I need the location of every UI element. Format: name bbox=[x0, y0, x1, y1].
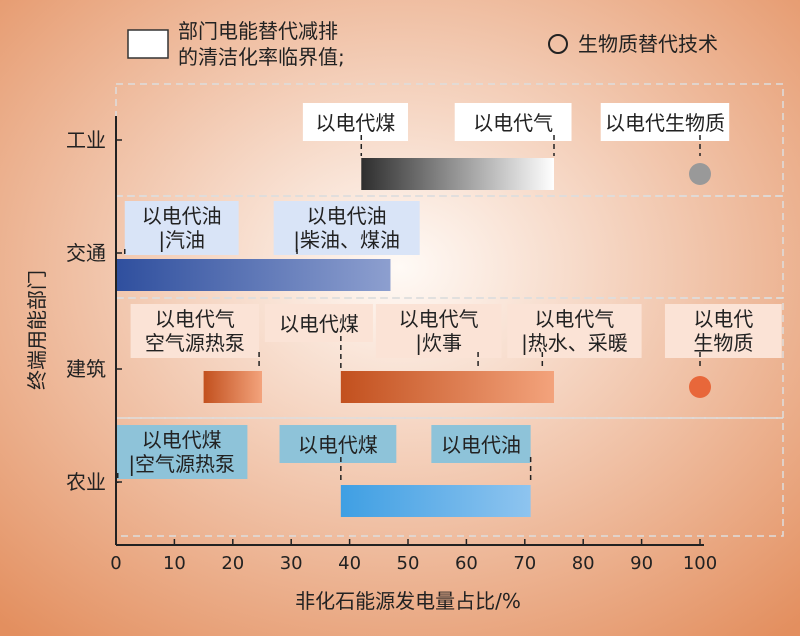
annotation-text-12-0: 以电代油 bbox=[441, 433, 521, 457]
annotation-9: 以电代生物质 bbox=[664, 304, 782, 369]
annotation-3: 以电代油|汽油 bbox=[124, 201, 239, 257]
annotation-6: 以电代煤 bbox=[264, 304, 373, 369]
legend-box-label-line2: 的清洁化率临界值; bbox=[178, 45, 345, 69]
range-bar-0 bbox=[361, 158, 554, 190]
legend-box-label-line1: 部门电能替代减排 bbox=[178, 19, 338, 43]
legend-circle-swatch bbox=[548, 34, 568, 54]
y-tick-label-3: 农业 bbox=[66, 470, 106, 494]
annotation-text-8-1: |热水、采暖 bbox=[521, 331, 628, 355]
y-axis-title: 终端用能部门 bbox=[25, 270, 49, 390]
annotation-text-10-0: 以电代煤 bbox=[142, 428, 222, 452]
annotation-text-3-1: |汽油 bbox=[158, 228, 205, 252]
legend: 部门电能替代减排 的清洁化率临界值; 生物质替代技术 bbox=[127, 19, 718, 69]
biomass-markers bbox=[689, 163, 711, 398]
annotation-text-11-0: 以电代煤 bbox=[298, 433, 378, 457]
annotation-box-4 bbox=[273, 201, 420, 255]
legend-circle-label: 生物质替代技术 bbox=[578, 32, 718, 56]
range-bars bbox=[116, 158, 554, 517]
sector-band-3 bbox=[115, 417, 784, 537]
x-tick-label-10: 100 bbox=[683, 553, 717, 574]
annotation-text-4-0: 以电代油 bbox=[307, 204, 387, 228]
range-bar-3 bbox=[340, 371, 554, 403]
x-tick-label-8: 80 bbox=[572, 553, 595, 574]
annotation-box-9 bbox=[664, 304, 782, 358]
annotation-box-10 bbox=[116, 425, 248, 479]
annotation-text-7-1: |炊事 bbox=[415, 331, 462, 355]
y-tick-label-1: 交通 bbox=[66, 241, 106, 265]
annotation-box-0 bbox=[302, 103, 408, 141]
x-tick-label-1: 10 bbox=[163, 553, 186, 574]
annotation-text-7-0: 以电代气 bbox=[399, 307, 479, 331]
legend-box-swatch bbox=[127, 29, 169, 59]
annotation-text-2-0: 以电代生物质 bbox=[605, 111, 725, 135]
x-tick-label-6: 60 bbox=[455, 553, 478, 574]
x-tick-label-2: 20 bbox=[221, 553, 244, 574]
annotation-text-4-1: |柴油、煤油 bbox=[293, 228, 400, 252]
annotation-7: 以电代气|炊事 bbox=[375, 304, 502, 369]
annotation-1: 以电代气 bbox=[454, 103, 572, 156]
annotation-text-1-0: 以电代气 bbox=[473, 111, 553, 135]
biomass-circle-1 bbox=[689, 376, 711, 398]
x-tick-label-4: 40 bbox=[338, 553, 361, 574]
annotation-text-8-0: 以电代气 bbox=[534, 307, 614, 331]
y-tick-label-2: 建筑 bbox=[66, 357, 106, 381]
x-axis-title: 非化石能源发电量占比/% bbox=[295, 589, 521, 613]
annotation-text-6-0: 以电代煤 bbox=[279, 312, 359, 336]
annotation-box-11 bbox=[279, 425, 397, 463]
annotation-text-9-0: 以电代 bbox=[693, 307, 753, 331]
x-tick-label-3: 30 bbox=[280, 553, 303, 574]
x-tick-label-0: 0 bbox=[110, 553, 121, 574]
annotation-text-0-0: 以电代煤 bbox=[315, 111, 395, 135]
annotations: 以电代煤 以电代气 以电代生物质以电代油|汽油以电代油|柴油、煤油以电代气空气源热泵… bbox=[116, 103, 782, 483]
x-tick-label-9: 90 bbox=[630, 553, 653, 574]
annotation-text-10-1: |空气源热泵 bbox=[128, 452, 235, 476]
annotation-box-8 bbox=[507, 304, 642, 358]
annotation-box-2 bbox=[600, 103, 730, 141]
annotation-box-5 bbox=[130, 304, 260, 358]
annotation-0: 以电代煤 bbox=[302, 103, 408, 156]
annotation-text-9-1: 生物质 bbox=[693, 331, 753, 355]
range-bar-2 bbox=[203, 371, 262, 403]
y-tick-label-0: 工业 bbox=[66, 128, 106, 152]
annotation-box-1 bbox=[454, 103, 572, 141]
annotation-10: 以电代煤|空气源热泵 bbox=[116, 425, 248, 483]
x-tick-label-7: 70 bbox=[513, 553, 536, 574]
annotation-4: 以电代油|柴油、煤油 bbox=[273, 201, 420, 257]
x-tick-label-5: 50 bbox=[397, 553, 420, 574]
annotation-11: 以电代煤 bbox=[279, 425, 397, 483]
biomass-circle-0 bbox=[689, 163, 711, 185]
range-bar-4 bbox=[340, 485, 531, 517]
annotation-box-7 bbox=[375, 304, 502, 358]
annotation-box-12 bbox=[431, 425, 531, 463]
annotation-text-3-0: 以电代油 bbox=[142, 204, 222, 228]
annotation-box-3 bbox=[124, 201, 239, 255]
annotation-12: 以电代油 bbox=[431, 425, 532, 483]
range-bar-1 bbox=[116, 259, 391, 291]
annotation-8: 以电代气|热水、采暖 bbox=[507, 304, 642, 369]
annotation-box-6 bbox=[264, 304, 373, 342]
annotation-2: 以电代生物质 bbox=[600, 103, 730, 156]
annotation-text-5-1: 空气源热泵 bbox=[145, 331, 245, 355]
annotation-text-5-0: 以电代气 bbox=[155, 307, 235, 331]
